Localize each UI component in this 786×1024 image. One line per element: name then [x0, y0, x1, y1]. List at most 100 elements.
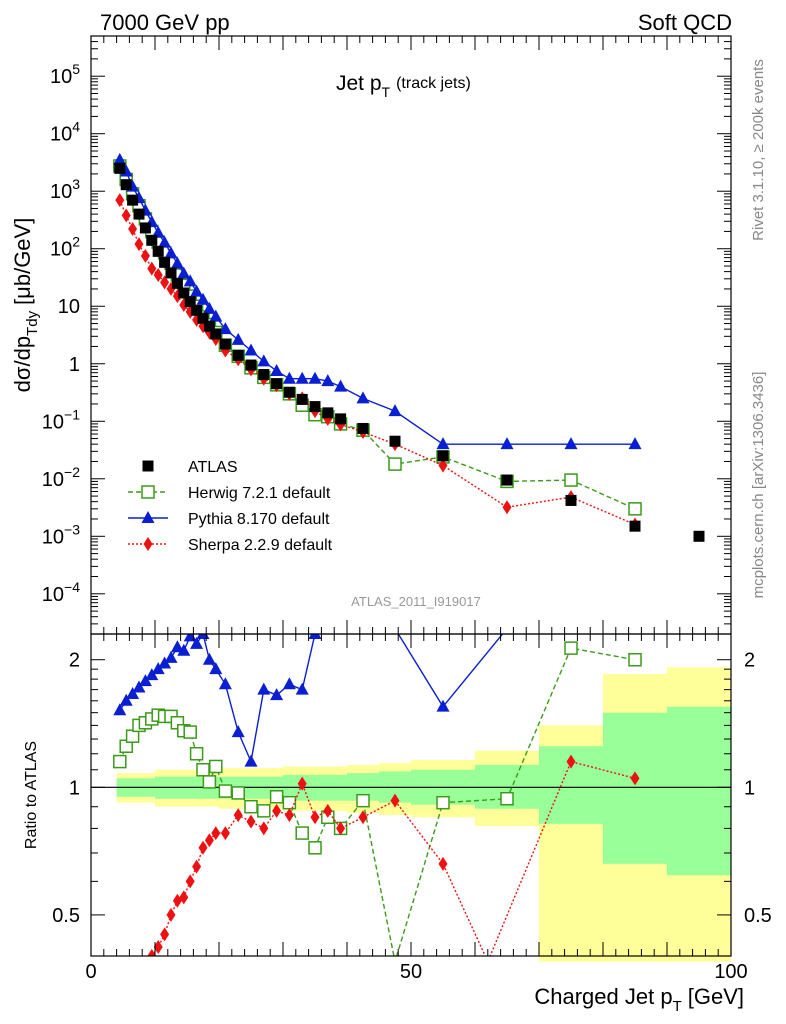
ratio-series-herwig [113, 641, 642, 956]
data-point [282, 371, 296, 384]
ratio-point [211, 826, 221, 841]
ratio-point [138, 674, 152, 687]
data-point [159, 256, 171, 268]
y-tick-label: 1 [69, 354, 80, 376]
y-tick-exp: −1 [64, 406, 80, 422]
y-tick-base: 10 [42, 469, 64, 491]
data-point [158, 235, 172, 248]
ratio-tick-label-right: 0.5 [744, 905, 772, 927]
data-point [308, 371, 322, 384]
ratio-point [336, 821, 346, 836]
data-point [139, 222, 151, 234]
data-point [115, 193, 125, 208]
data-point [357, 422, 369, 434]
ratio-point [308, 634, 322, 639]
data-point [113, 152, 127, 165]
data-point [133, 208, 145, 220]
legend-marker [143, 537, 153, 551]
ratio-point [323, 803, 333, 818]
y-tick-label: 105 [50, 61, 80, 88]
y-tick-label: 10−3 [42, 521, 80, 548]
y-tick-base: 10 [42, 411, 64, 433]
legend-marker [142, 460, 154, 472]
ratio-series-sherpa [147, 754, 640, 956]
y-tick-exp: 5 [72, 61, 80, 77]
y-tick-base: 10 [50, 66, 72, 88]
data-point [321, 374, 335, 387]
ratio-point [438, 856, 448, 871]
ratio-point [202, 652, 216, 665]
data-point [153, 267, 163, 282]
y-tick-label: 102 [50, 234, 80, 261]
data-point [271, 378, 283, 390]
series-atlas [114, 162, 705, 542]
ratio-point [198, 840, 208, 855]
y-tick-label: 10−1 [42, 406, 80, 433]
y-tick-exp: −2 [64, 464, 80, 480]
ratio-point [170, 640, 184, 653]
data-point [436, 437, 450, 450]
header-category: Soft QCD [638, 10, 732, 35]
data-point [388, 404, 402, 417]
data-point [257, 354, 271, 367]
y-tick-base: 10 [58, 296, 80, 318]
ratio-point [244, 799, 258, 814]
data-point [628, 502, 642, 516]
ratio-point [246, 814, 256, 829]
x-tick-label: 100 [714, 961, 747, 983]
ratio-point [196, 634, 210, 639]
legend-label: Sherpa 2.2.9 default [188, 537, 333, 554]
data-point [296, 393, 308, 405]
legend-label: ATLAS [188, 459, 238, 476]
ratio-tick-label-left: 1 [69, 777, 80, 799]
ratio-point [190, 636, 204, 649]
main-series-group [113, 152, 705, 542]
data-point [165, 267, 177, 279]
ratio-point [209, 662, 223, 675]
ratio-point [282, 677, 296, 690]
y-tick-base: 10 [50, 181, 72, 203]
rivet-version-label: Rivet 3.1.10, ≥ 200k events [750, 59, 767, 241]
data-point [202, 301, 216, 314]
data-point [128, 222, 138, 237]
data-point [500, 437, 514, 450]
ratio-point [113, 754, 127, 769]
ratio-panel: 2 2 1 1 0.5 0.5 Ratio to ATLAS [23, 633, 772, 962]
data-point [184, 296, 196, 308]
ratio-point [196, 763, 210, 777]
data-point [629, 520, 641, 532]
data-point [334, 379, 348, 392]
y-tick-exp: 2 [72, 234, 80, 250]
data-point [388, 457, 402, 471]
data-point [140, 248, 150, 263]
ratio-point [436, 699, 450, 712]
ratio-point [257, 804, 271, 818]
ratio-point [185, 874, 195, 889]
ratio-series-group [113, 634, 642, 956]
data-point [564, 437, 578, 450]
ratio-point [231, 786, 245, 800]
legend-label: Herwig 7.2.1 default [188, 485, 331, 502]
ratio-tick-label-left: 0.5 [52, 905, 80, 927]
y-tick-base: 1 [69, 354, 80, 376]
ratio-point [257, 682, 271, 695]
data-point [183, 274, 197, 287]
ratio-point [310, 810, 320, 825]
ratio-point [204, 833, 214, 848]
ratio-point [158, 656, 172, 669]
data-point [335, 413, 347, 425]
ratio-point [183, 634, 197, 642]
data-point [164, 246, 178, 259]
ratio-point [566, 754, 576, 769]
data-point [177, 266, 191, 279]
ratio-point [202, 775, 217, 789]
analysis-id: ATLAS_2011_I919017 [351, 594, 481, 609]
ratio-point [358, 810, 368, 825]
data-point [160, 275, 170, 290]
data-point [152, 245, 164, 257]
data-point [219, 338, 231, 350]
ratio-point [297, 776, 307, 791]
ratio-point [218, 677, 232, 690]
legend-label: Pythia 8.170 default [188, 511, 330, 528]
